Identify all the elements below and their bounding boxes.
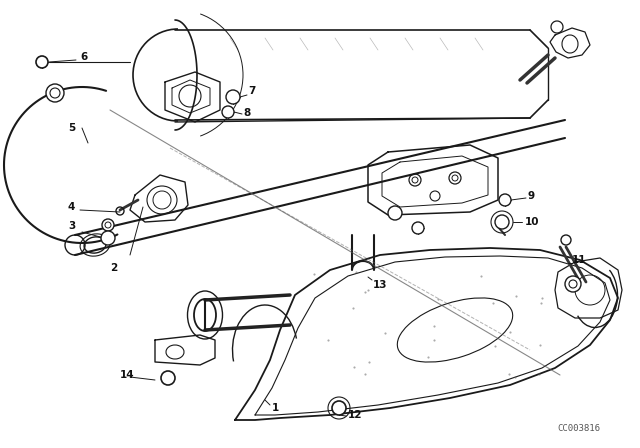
Text: 9: 9 [528, 191, 535, 201]
Text: 11: 11 [572, 255, 586, 265]
Text: 12: 12 [348, 410, 362, 420]
Circle shape [565, 276, 581, 292]
Circle shape [36, 56, 48, 68]
Text: 10: 10 [525, 217, 540, 227]
Circle shape [161, 371, 175, 385]
Circle shape [226, 90, 240, 104]
Circle shape [46, 84, 64, 102]
Text: 4: 4 [68, 202, 76, 212]
Text: CC003816: CC003816 [557, 424, 600, 433]
Circle shape [412, 222, 424, 234]
Circle shape [101, 231, 115, 245]
Text: 13: 13 [373, 280, 387, 290]
Circle shape [495, 215, 509, 229]
Circle shape [332, 401, 346, 415]
Text: 2: 2 [110, 263, 117, 273]
Text: 5: 5 [68, 123, 76, 133]
Text: 14: 14 [120, 370, 134, 380]
Text: 7: 7 [248, 86, 255, 96]
Text: 8: 8 [243, 108, 250, 118]
Circle shape [388, 206, 402, 220]
Text: 1: 1 [272, 403, 279, 413]
Text: 6: 6 [80, 52, 87, 62]
Circle shape [102, 219, 114, 231]
Circle shape [222, 106, 234, 118]
Text: 3: 3 [68, 221, 76, 231]
Circle shape [499, 194, 511, 206]
